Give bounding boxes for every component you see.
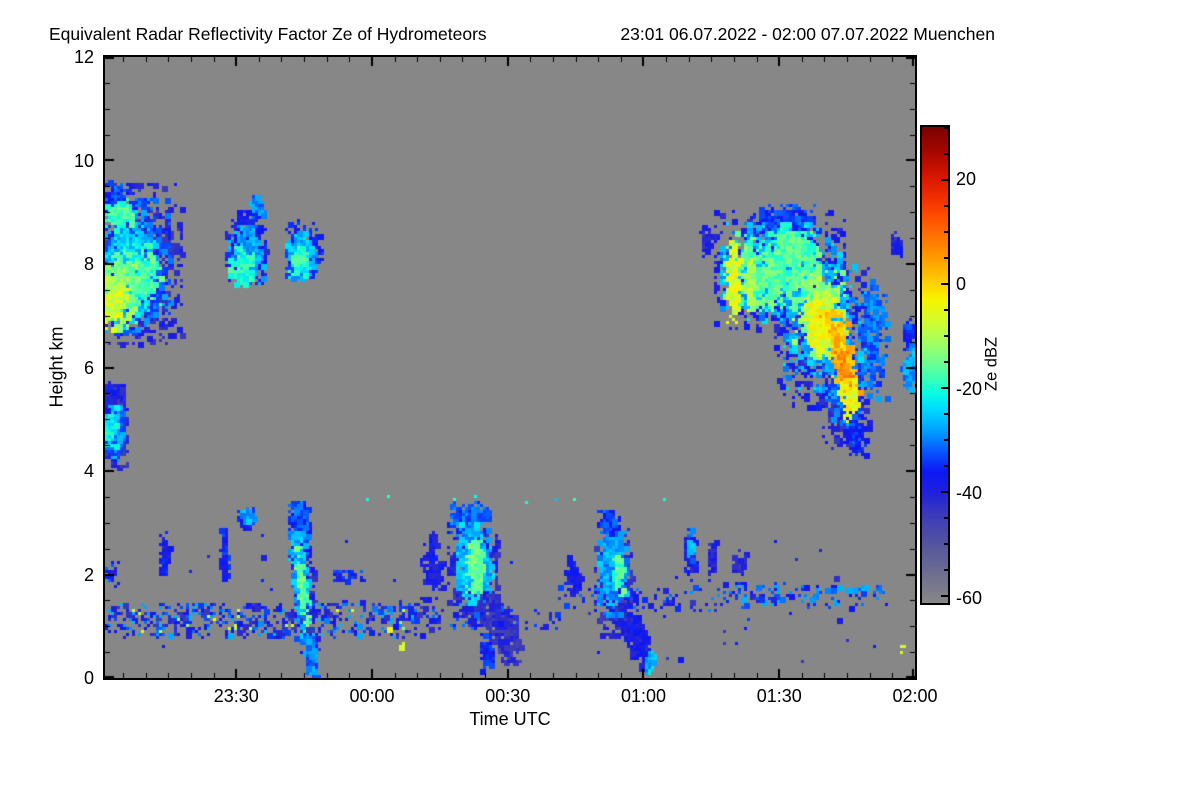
colorbar-tick [944, 412, 948, 415]
colorbar-tick [944, 152, 948, 155]
colorbar-tick-label: -60 [956, 587, 983, 608]
x-tick-label: 00:00 [349, 686, 395, 706]
x-tick-label: 01:00 [620, 686, 666, 706]
chart-title-row: Equivalent Radar Reflectivity Factor Ze … [49, 24, 995, 45]
colorbar-tick [944, 568, 948, 571]
colorbar-tick-label: 20 [956, 169, 977, 190]
x-tick-label: 00:30 [485, 686, 531, 706]
colorbar-tick [941, 386, 948, 389]
colorbar-gradient [922, 127, 948, 603]
y-tick-label: 2 [83, 564, 94, 585]
x-axis-label: Time UTC [469, 709, 551, 729]
colorbar-tick [944, 230, 948, 233]
x-tick-label: 23:30 [213, 686, 259, 706]
colorbar-tick [944, 516, 948, 519]
x-tick-label: 02:00 [892, 686, 938, 706]
y-tick-label: 10 [73, 150, 94, 171]
colorbar-tick [941, 178, 948, 181]
colorbar-tick [944, 360, 948, 363]
colorbar-tick [944, 334, 948, 337]
colorbar-tick [941, 594, 948, 597]
colorbar-tick [944, 256, 948, 259]
y-tick-label: 4 [83, 461, 94, 481]
colorbar-tick [944, 438, 948, 441]
chart-title: Equivalent Radar Reflectivity Factor Ze … [49, 24, 487, 44]
colorbar-tick-label: -20 [956, 378, 983, 399]
colorbar-tick [944, 204, 948, 207]
y-tick-label: 12 [73, 47, 94, 67]
colorbar [920, 125, 950, 605]
y-tick-label: 8 [83, 254, 94, 274]
colorbar-tick-label: 0 [956, 273, 967, 294]
colorbar-tick [944, 308, 948, 311]
colorbar-label: Ze dBZ [982, 336, 1001, 392]
y-tick-label: 0 [83, 668, 94, 688]
x-tick-label: 01:30 [756, 686, 802, 706]
colorbar-tick [941, 490, 948, 493]
colorbar-tick [941, 282, 948, 285]
chart-period: 23:01 06.07.2022 - 02:00 07.07.2022 Muen… [620, 24, 995, 44]
colorbar-tick-label: -40 [956, 483, 983, 504]
radar-heatmap-canvas [105, 57, 915, 678]
colorbar-tick [944, 542, 948, 545]
colorbar-tick [944, 127, 948, 129]
colorbar-tick [944, 464, 948, 467]
y-tick-label: 6 [83, 357, 94, 378]
y-axis-label: Height km [46, 326, 67, 408]
